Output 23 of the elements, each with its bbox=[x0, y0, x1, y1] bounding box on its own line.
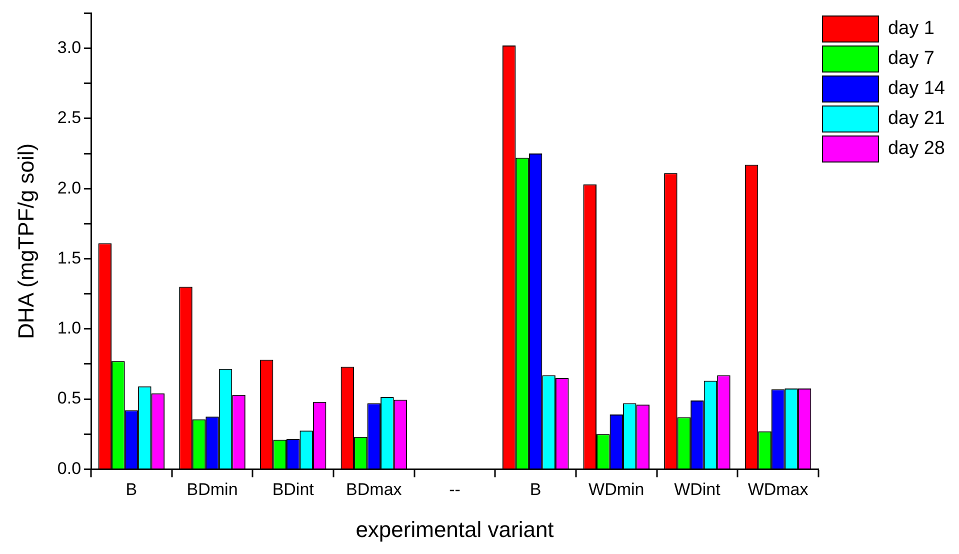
x-tick-label: B bbox=[530, 480, 542, 500]
x-tick-label: WDint bbox=[674, 480, 721, 500]
x-tick-label: BDint bbox=[272, 480, 314, 500]
x-tick-label: WDmax bbox=[748, 480, 809, 500]
y-tick-label: 0.0 bbox=[57, 458, 82, 478]
legend-label: day 28 bbox=[888, 138, 945, 160]
x-tick-label: BDmin bbox=[186, 480, 238, 500]
x-tick-label: BDmax bbox=[346, 480, 402, 500]
x-tick-label: B bbox=[126, 480, 138, 500]
x-tick-label: WDmin bbox=[588, 480, 644, 500]
y-tick-label: 2.5 bbox=[57, 108, 82, 128]
legend-label: day 7 bbox=[888, 48, 934, 70]
y-tick-label: 0.5 bbox=[57, 388, 82, 408]
legend-label: day 1 bbox=[888, 18, 934, 40]
y-tick-label: 2.0 bbox=[57, 178, 82, 198]
legend-label: day 21 bbox=[888, 108, 945, 130]
x-axis-title: experimental variant bbox=[356, 516, 554, 542]
y-tick-label: 3.0 bbox=[57, 38, 82, 57]
x-tick-label: -- bbox=[449, 480, 460, 500]
y-axis-title: DHA (mgTPF/g soil) bbox=[13, 143, 38, 339]
y-tick-label: 1.0 bbox=[57, 318, 82, 338]
y-tick-label: 1.5 bbox=[57, 248, 82, 268]
legend-label: day 14 bbox=[888, 78, 946, 100]
